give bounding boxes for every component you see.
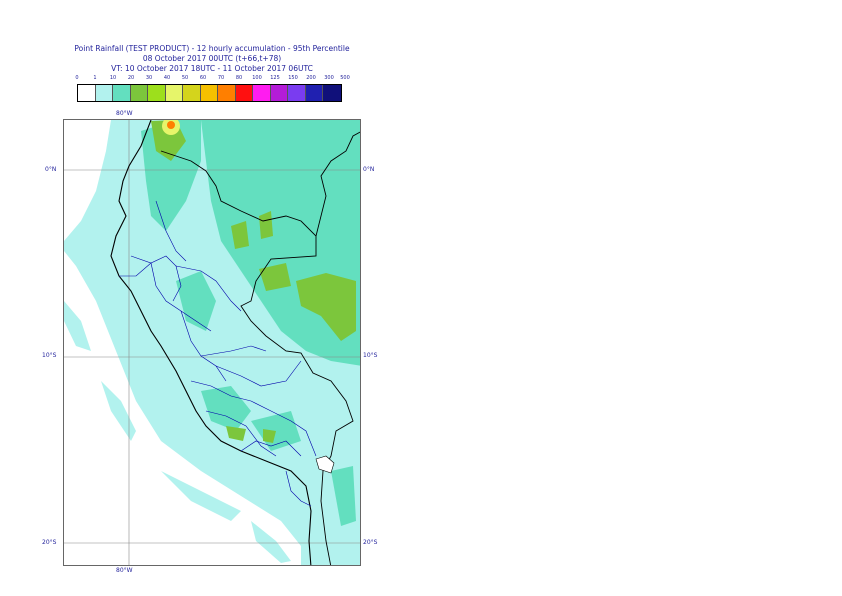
run-time-subtitle: 08 October 2017 00UTC (t+66,t+78) xyxy=(142,54,282,63)
lat-label-right-0n: 0°N xyxy=(363,166,375,173)
colorbar-labels: 0 1 10 20 30 40 50 60 70 80 100 125 150 … xyxy=(0,75,842,85)
colorbar-tick-label: 200 xyxy=(306,75,316,81)
lon-label-bottom: 80°W xyxy=(116,567,133,574)
colorbar-swatch xyxy=(200,85,218,101)
lat-label-left-10s: 10°S xyxy=(42,352,57,359)
colorbar-tick-label: 100 xyxy=(252,75,262,81)
colorbar-swatch xyxy=(323,85,341,101)
lat-label-left-0n: 0°N xyxy=(45,166,57,173)
colorbar-tick-label: 150 xyxy=(288,75,298,81)
extreme-rain-core xyxy=(167,121,175,129)
lake-titicaca xyxy=(315,455,335,474)
colorbar-tick-label: 1 xyxy=(93,75,97,81)
colorbar-tick-label: 125 xyxy=(270,75,280,81)
colorbar-swatch xyxy=(218,85,236,101)
medium-rain-region xyxy=(331,466,356,526)
colorbar-tick-label: 20 xyxy=(127,75,135,81)
colorbar-swatch xyxy=(165,85,183,101)
validity-time-subtitle: VT: 10 October 2017 18UTC - 11 October 2… xyxy=(111,64,313,73)
colorbar-swatch xyxy=(235,85,253,101)
colorbar-swatch xyxy=(270,85,288,101)
colorbar-tick-label: 40 xyxy=(163,75,171,81)
map-title: Point Rainfall (TEST PRODUCT) - 12 hourl… xyxy=(74,44,350,53)
international-border xyxy=(160,150,354,565)
heavy-rain-cell xyxy=(259,263,291,291)
colorbar-tick-label: 500 xyxy=(340,75,350,81)
no-rain-ocean-area xyxy=(64,251,301,565)
lon-label-top: 80°W xyxy=(116,110,133,117)
colorbar-swatch xyxy=(288,85,306,101)
lat-label-right-10s: 10°S xyxy=(363,352,378,359)
lat-label-right-20s: 20°S xyxy=(363,539,378,546)
colorbar-tick-label: 0 xyxy=(75,75,79,81)
colorbar-swatch xyxy=(148,85,166,101)
heavy-rain-cell xyxy=(231,221,249,249)
colorbar-swatch xyxy=(305,85,323,101)
rainfall-map xyxy=(63,119,361,566)
heavy-rain-cell xyxy=(226,426,246,441)
rain-streak xyxy=(161,471,241,521)
colorbar-tick-label: 60 xyxy=(199,75,207,81)
coastline xyxy=(110,120,312,565)
rain-streak xyxy=(64,301,91,351)
medium-rain-region xyxy=(176,271,216,331)
heavy-rain-cell xyxy=(259,211,273,239)
colorbar-tick-label: 300 xyxy=(324,75,334,81)
no-rain-ocean-strip xyxy=(64,120,111,241)
colorbar-swatch xyxy=(113,85,131,101)
regional-borders xyxy=(119,200,317,507)
lat-label-left-20s: 20°S xyxy=(42,539,57,546)
colorbar-tick-label: 80 xyxy=(235,75,243,81)
graticule xyxy=(64,120,360,565)
heavy-rain-cell xyxy=(263,429,276,443)
colorbar-swatch xyxy=(253,85,271,101)
colorbar-tick-label: 50 xyxy=(181,75,189,81)
colorbar-swatch xyxy=(95,85,113,101)
rain-streak xyxy=(101,381,136,441)
rain-streak xyxy=(251,521,291,563)
medium-rain-region xyxy=(201,386,251,431)
colorbar-swatch xyxy=(130,85,148,101)
international-border xyxy=(315,131,360,237)
colorbar-swatch xyxy=(78,85,96,101)
colorbar-tick-label: 30 xyxy=(145,75,153,81)
heavy-rain-cell xyxy=(296,273,356,341)
colorbar-tick-label: 70 xyxy=(217,75,225,81)
colorbar xyxy=(77,84,342,102)
colorbar-swatch xyxy=(183,85,201,101)
colorbar-tick-label: 10 xyxy=(109,75,117,81)
